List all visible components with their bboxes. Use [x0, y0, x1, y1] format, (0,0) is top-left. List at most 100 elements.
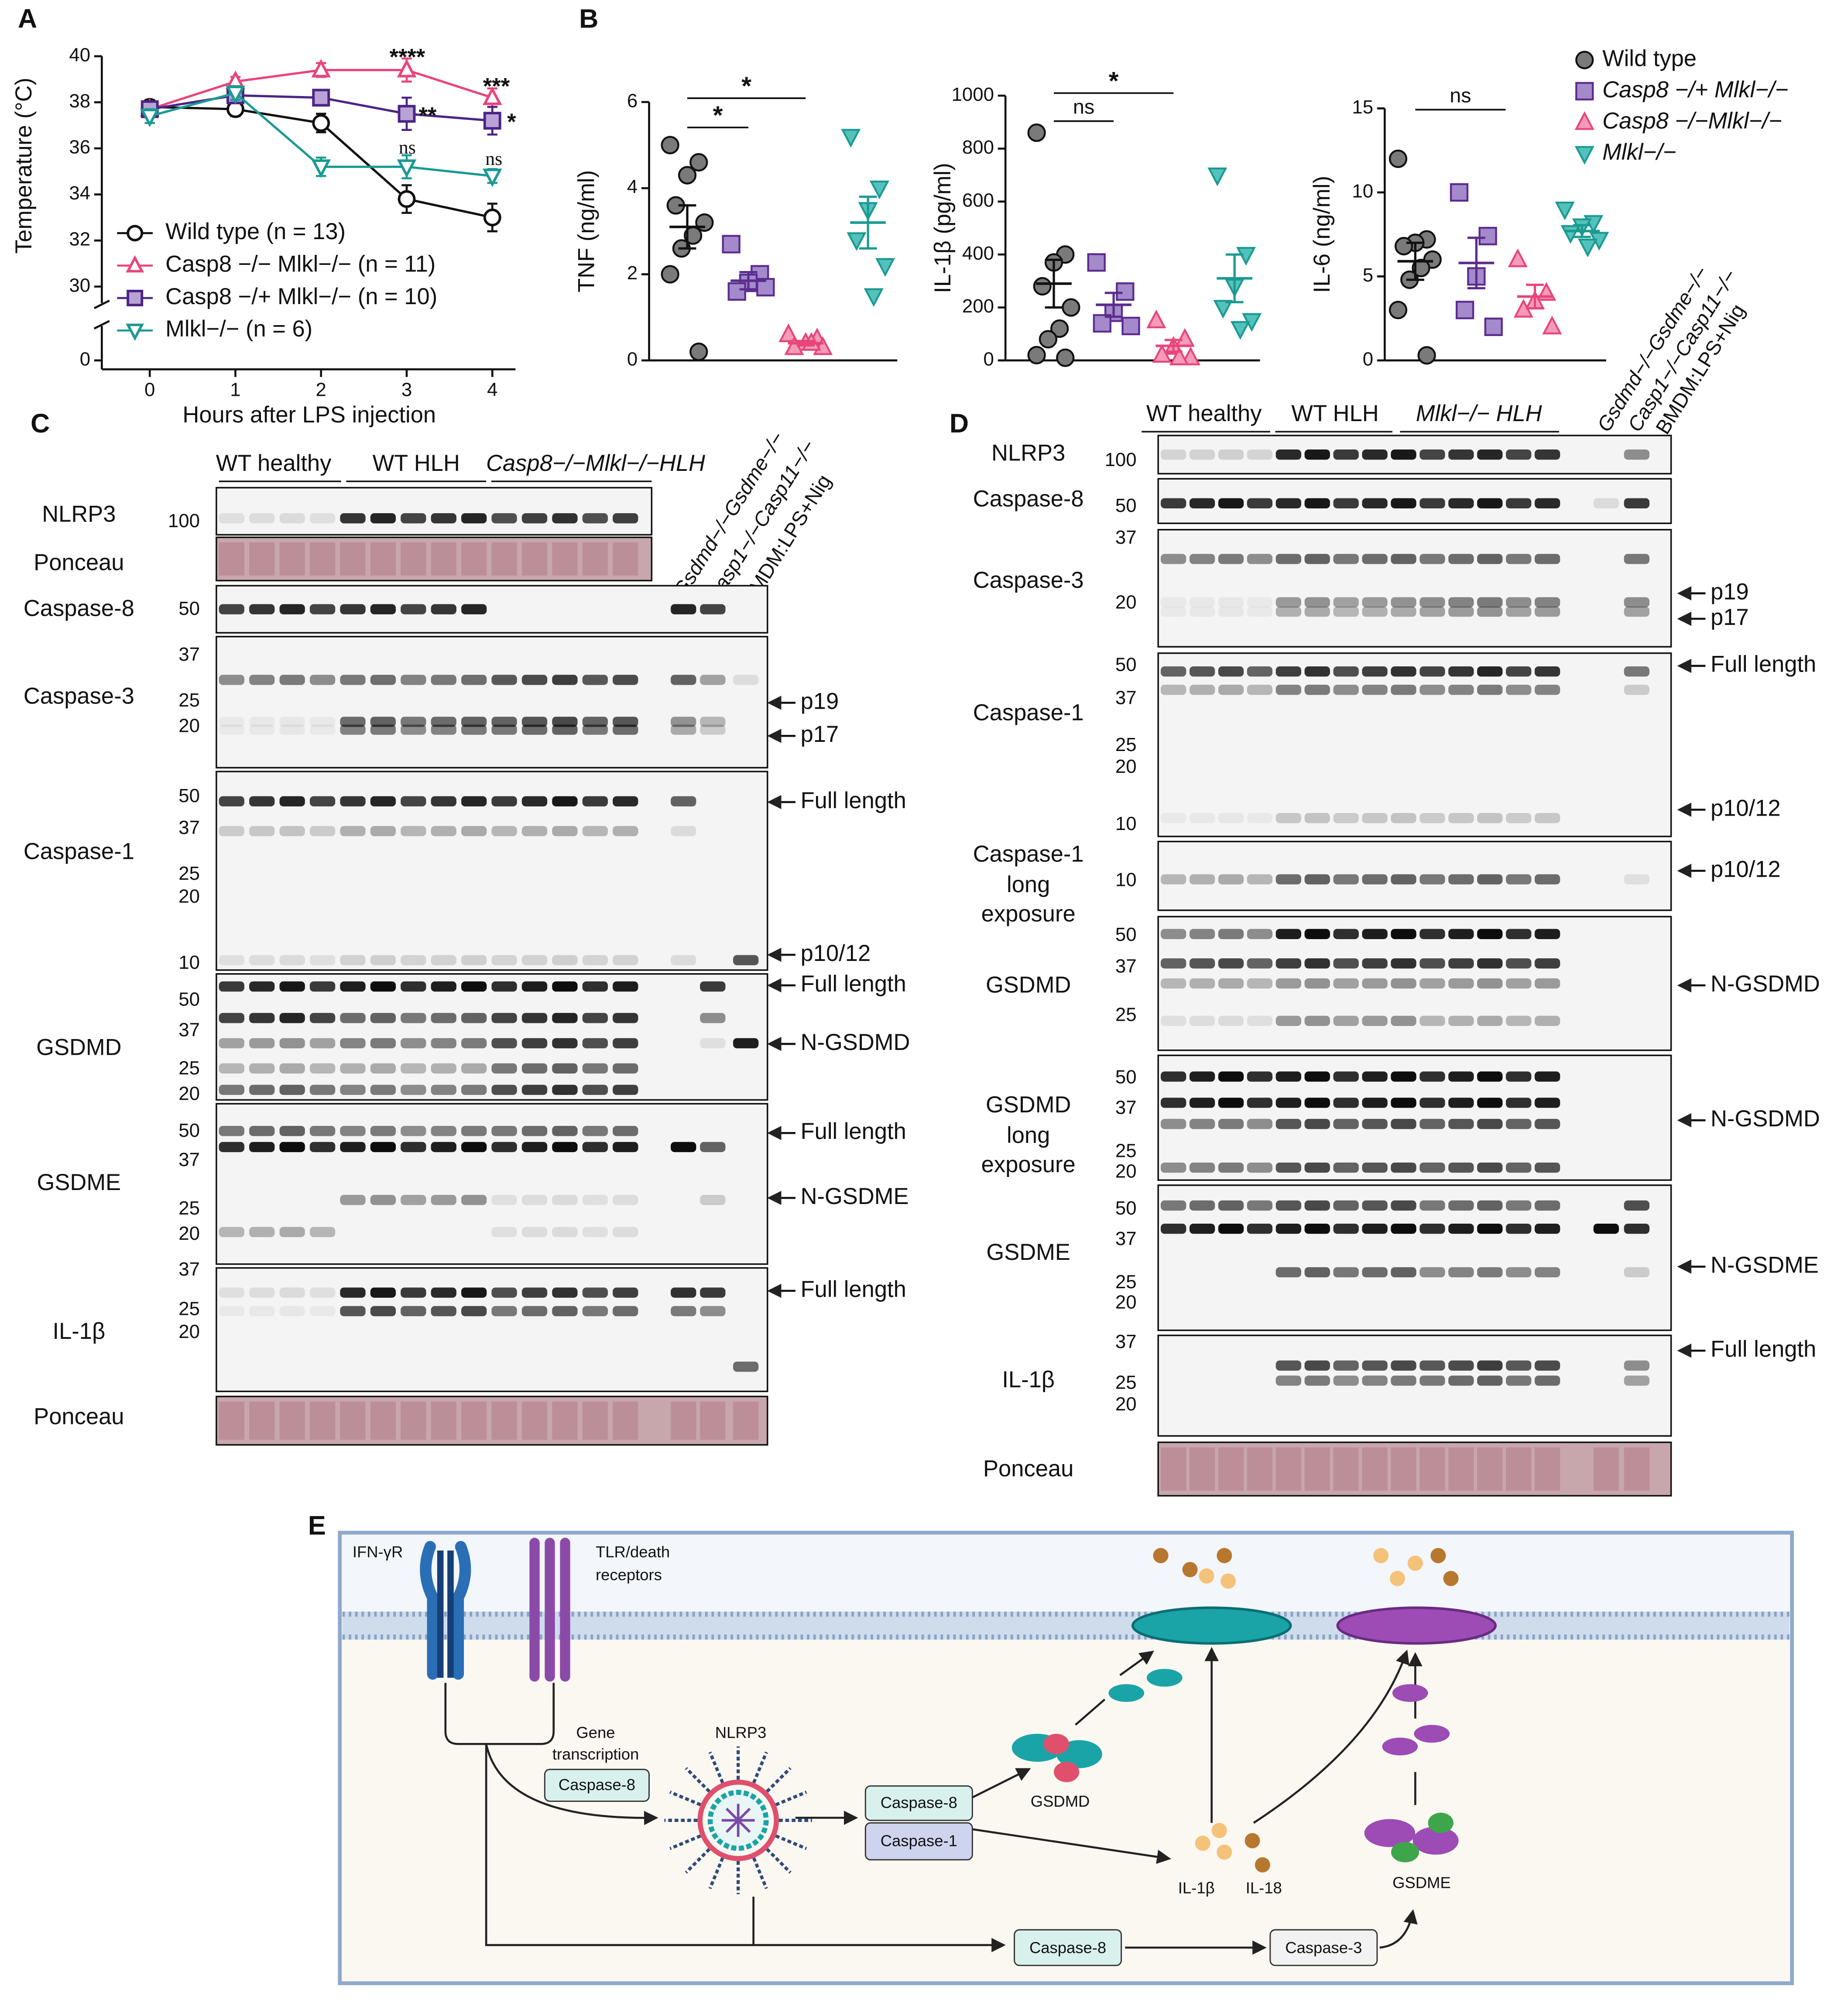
blot-strip — [1157, 529, 1672, 648]
band — [552, 1306, 578, 1317]
band — [1304, 597, 1330, 607]
band — [1218, 666, 1244, 677]
band — [1391, 1223, 1416, 1234]
band — [491, 1195, 517, 1205]
gsdmd-subunit — [1054, 1762, 1080, 1782]
marker — [841, 129, 861, 148]
band — [1391, 1162, 1416, 1173]
marker — [661, 136, 679, 154]
marker — [875, 258, 895, 277]
band — [1419, 554, 1445, 564]
strip-label: NLRP3 — [991, 440, 1065, 466]
band — [249, 1142, 275, 1153]
band — [1362, 685, 1388, 695]
mw-marker: 25 — [1115, 1271, 1137, 1293]
band — [219, 796, 244, 806]
band — [1534, 813, 1560, 823]
strip-label: Caspase-3 — [973, 567, 1084, 593]
band — [1419, 978, 1445, 989]
band — [461, 955, 487, 965]
band — [582, 1306, 608, 1317]
band — [613, 955, 638, 965]
blot-strip — [216, 487, 653, 536]
band-label: p10/12 — [1711, 795, 1781, 821]
strip-label: IL-1β — [52, 1318, 105, 1344]
band — [1534, 978, 1560, 989]
band — [582, 1038, 608, 1049]
blot-strip — [1157, 916, 1672, 1051]
ifn-receptor — [437, 1550, 454, 1678]
band-label: p10/12 — [1711, 856, 1781, 882]
band — [1304, 1360, 1330, 1371]
band — [1448, 1223, 1474, 1234]
ponceau-lane — [1161, 1447, 1186, 1491]
caspase-box — [544, 1769, 650, 1802]
band — [1161, 929, 1186, 939]
band — [1505, 1267, 1532, 1278]
marker — [864, 288, 884, 307]
band — [1419, 685, 1445, 695]
band — [1391, 1360, 1416, 1371]
band — [370, 826, 396, 837]
band — [309, 796, 336, 806]
band — [582, 955, 608, 965]
band — [431, 955, 456, 965]
band — [431, 796, 456, 806]
band — [401, 1063, 426, 1074]
band-label: Full length — [801, 1118, 906, 1144]
panel-letter: A — [18, 3, 37, 33]
strip-label: long — [1007, 871, 1050, 897]
band — [552, 1287, 578, 1298]
band — [1218, 1223, 1244, 1234]
inflammasome — [664, 1746, 812, 1894]
band — [1448, 1200, 1474, 1211]
band — [1391, 554, 1416, 564]
band — [1189, 1162, 1215, 1173]
ponceau-lane — [613, 1401, 638, 1440]
band — [461, 717, 487, 727]
band — [1534, 1015, 1560, 1026]
band — [370, 1126, 396, 1136]
band — [1362, 1360, 1388, 1371]
band — [1505, 1071, 1532, 1082]
y-tick-label: 15 — [1352, 96, 1373, 118]
band — [1624, 874, 1649, 885]
band — [1534, 1200, 1560, 1211]
band — [1218, 813, 1244, 823]
band — [1362, 606, 1388, 617]
band — [1448, 813, 1474, 823]
band — [1448, 1071, 1474, 1082]
gsdme-subunit — [1391, 1842, 1419, 1863]
band — [1189, 1098, 1215, 1108]
gsdmd-pore — [1131, 1606, 1292, 1645]
sem-bar — [678, 204, 696, 250]
marker — [1412, 258, 1430, 278]
gsdmd-complex — [1011, 1669, 1183, 1782]
band — [1391, 929, 1416, 939]
band — [401, 675, 426, 685]
band — [1505, 449, 1532, 460]
mw-marker: 25 — [178, 1197, 200, 1219]
mw-marker: 37 — [178, 1149, 200, 1170]
band — [1247, 958, 1273, 969]
y-tick-label: 2 — [627, 262, 638, 284]
band — [1362, 1376, 1388, 1386]
panel-letter: E — [308, 1511, 326, 1540]
band — [1448, 606, 1474, 617]
band — [1534, 449, 1560, 460]
band — [1505, 685, 1532, 695]
legend-label: Wild type (n = 13) — [165, 219, 346, 244]
band — [401, 513, 426, 524]
band — [1419, 597, 1445, 607]
cytokine — [1195, 1835, 1210, 1851]
band — [1391, 1376, 1416, 1386]
band — [1247, 685, 1273, 695]
marker — [126, 255, 144, 273]
band — [1275, 1223, 1301, 1234]
marker — [126, 323, 144, 341]
band — [279, 1287, 305, 1298]
ponceau-lane — [1189, 1447, 1215, 1491]
band — [1275, 1162, 1301, 1173]
band — [582, 1227, 608, 1237]
